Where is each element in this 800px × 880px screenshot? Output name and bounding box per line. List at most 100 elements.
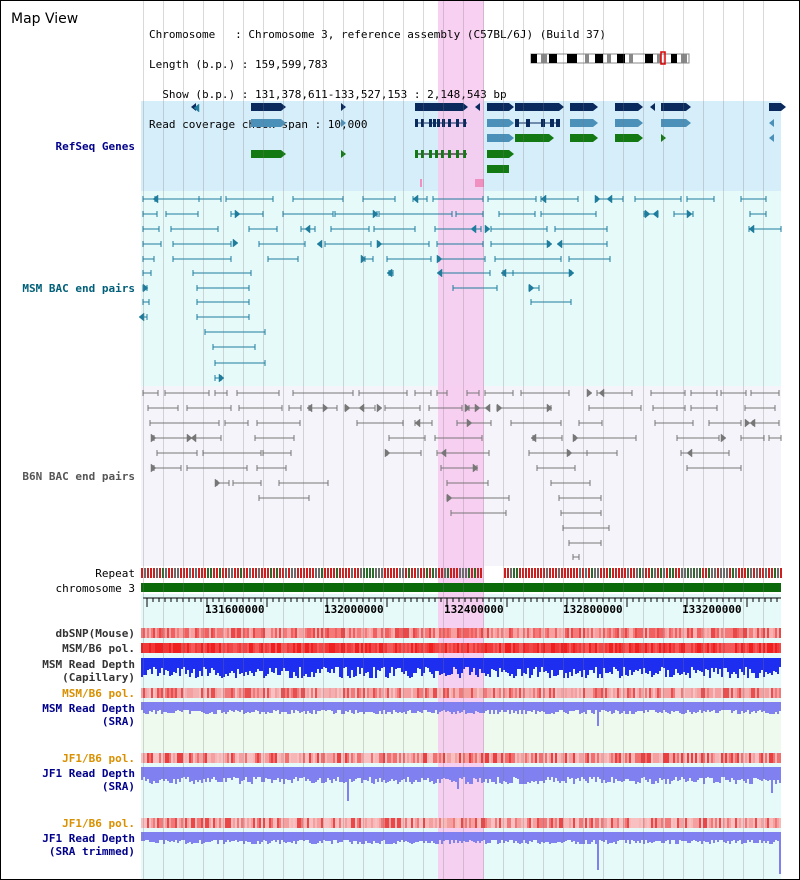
repeat-segment [273,568,275,578]
polymorphism-cell [443,688,445,698]
depth-bar [227,702,229,712]
polymorphism-cell [631,643,633,653]
polymorphism-cell [383,753,385,763]
depth-bar [623,702,625,711]
polymorphism-cell [545,643,547,653]
polymorphism-cell [497,643,499,653]
dbsnp-cell [687,628,689,638]
polymorphism-cell [769,643,771,653]
depth-bar [561,658,563,670]
track-label-refseq-genes[interactable]: RefSeq Genes [55,140,135,153]
depth-bar [327,658,329,672]
polymorphism-cell [375,753,377,763]
depth-bar [177,658,179,668]
bac-end-arrow [372,209,379,219]
depth-bar [385,832,387,844]
polymorphism-cell [627,643,629,653]
depth-bar [315,767,317,782]
depth-bar [439,658,441,675]
depth-bar [353,658,355,677]
polymorphism-cell [373,643,375,653]
polymorphism-cell [405,688,407,698]
polymorphism-cell [655,688,657,698]
depth-bar [403,658,405,674]
track-label-repeat[interactable]: Repeat [95,567,135,580]
depth-bar [411,767,413,784]
polymorphism-cell [573,643,575,653]
track-label-msm-b6-pol-sra[interactable]: MSM/B6 pol. [62,687,135,700]
dbsnp-cell [681,628,683,638]
depth-bar [691,702,693,714]
polymorphism-cell [537,818,539,828]
dbsnp-cell [279,628,281,638]
depth-bar [735,832,737,843]
polymorphism-cell [591,753,593,763]
depth-bar [223,702,225,712]
depth-bar [667,658,669,670]
depth-bar [233,702,235,712]
polymorphism-cell [749,818,751,828]
depth-bar [381,832,383,841]
depth-bar [659,658,661,671]
polymorphism-cell [519,688,521,698]
depth-bar [621,702,623,713]
label-line: JF1 Read Depth [42,767,135,780]
dbsnp-cell [215,628,217,638]
dbsnp-cell [375,628,377,638]
dbsnp-cell [365,628,367,638]
polymorphism-cell [387,643,389,653]
polymorphism-cell [777,643,779,653]
polymorphism-cell [481,818,483,828]
dbsnp-cell [593,628,595,638]
depth-bar [415,658,417,673]
polymorphism-cell [195,643,197,653]
dbsnp-cell [611,628,613,638]
track-label-jf1-read-depth-sra[interactable]: JF1 Read Depth (SRA) [42,767,135,793]
polymorphism-cell [701,753,703,763]
track-label-jf1-b6-pol-trimmed[interactable]: JF1/B6 pol. [62,817,135,830]
depth-bar [637,832,639,841]
polymorphism-cell [247,688,249,698]
track-label-msm-bac[interactable]: MSM BAC end pairs [22,282,135,295]
depth-bar [479,702,481,713]
depth-bar [417,832,419,842]
polymorphism-cell [569,688,571,698]
track-label-msm-read-depth-capillary[interactable]: MSM Read Depth (Capillary) [42,658,135,684]
depth-bar [761,702,763,712]
polymorphism-cell [737,818,739,828]
dbsnp-cell [517,628,519,638]
depth-bar [409,832,411,843]
track-label-b6n-bac[interactable]: B6N BAC end pairs [22,470,135,483]
polymorphism-cell [743,643,745,653]
repeat-segment [693,568,695,578]
depth-bar [721,767,723,777]
depth-bar [615,832,617,844]
depth-bar [183,832,185,840]
polymorphism-cell [265,643,267,653]
polymorphism-cell [773,643,775,653]
depth-bar [373,702,375,713]
depth-bar [291,832,293,843]
track-label-msm-b6-pol[interactable]: MSM/B6 pol. [62,642,135,655]
track-label-dbsnp[interactable]: dbSNP(Mouse) [55,627,135,640]
strand-arrow [281,119,286,127]
polymorphism-cell [523,753,525,763]
depth-bar [267,767,269,779]
track-label-jf1-b6-pol[interactable]: JF1/B6 pol. [62,752,135,765]
polymorphism-cell [141,753,143,763]
depth-bar [203,702,205,713]
track-label-msm-read-depth-sra[interactable]: MSM Read Depth (SRA) [42,702,135,728]
repeat-segment [231,568,233,578]
track-label-jf1-read-depth-trimmed[interactable]: JF1 Read Depth (SRA trimmed) [42,832,135,858]
polymorphism-cell [771,643,773,653]
track-label-chromosome[interactable]: chromosome 3 [55,582,135,595]
depth-bar [697,658,699,670]
depth-bar [283,832,285,842]
gene-exon [456,119,459,127]
depth-bar [389,767,391,781]
depth-bar [601,658,603,678]
depth-bar [483,767,485,782]
depth-bar [197,658,199,677]
